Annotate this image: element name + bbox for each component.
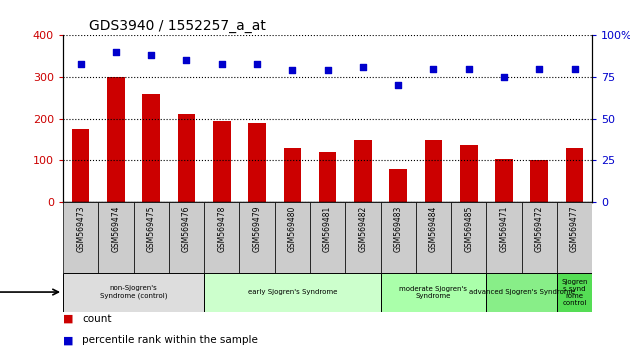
Point bbox=[428, 66, 438, 72]
Bar bbox=[134, 202, 169, 273]
Bar bbox=[213, 121, 231, 202]
Text: Sjogren
s synd
rome
control: Sjogren s synd rome control bbox=[561, 279, 588, 306]
Bar bbox=[310, 202, 345, 273]
Bar bbox=[381, 202, 416, 273]
Text: percentile rank within the sample: percentile rank within the sample bbox=[82, 335, 258, 346]
Bar bbox=[557, 273, 592, 312]
Point bbox=[217, 61, 227, 67]
Point bbox=[534, 66, 544, 72]
Bar bbox=[204, 273, 381, 312]
Bar bbox=[354, 140, 372, 202]
Bar bbox=[530, 160, 548, 202]
Point bbox=[252, 61, 262, 67]
Point bbox=[146, 52, 156, 58]
Text: GSM569479: GSM569479 bbox=[253, 205, 261, 252]
Bar bbox=[178, 114, 195, 202]
Bar bbox=[319, 152, 336, 202]
Text: GSM569483: GSM569483 bbox=[394, 205, 403, 252]
Text: GSM569485: GSM569485 bbox=[464, 205, 473, 252]
Bar bbox=[389, 169, 407, 202]
Point bbox=[464, 66, 474, 72]
Bar bbox=[107, 77, 125, 202]
Point bbox=[323, 68, 333, 73]
Text: GSM569480: GSM569480 bbox=[288, 205, 297, 252]
Point bbox=[358, 64, 368, 70]
Bar bbox=[63, 202, 98, 273]
Bar bbox=[451, 202, 486, 273]
Bar bbox=[142, 93, 160, 202]
Point bbox=[393, 82, 403, 88]
Bar bbox=[486, 273, 557, 312]
Text: GSM569473: GSM569473 bbox=[76, 205, 85, 252]
Text: ■: ■ bbox=[63, 314, 74, 324]
Text: GSM569477: GSM569477 bbox=[570, 205, 579, 252]
Text: GSM569482: GSM569482 bbox=[358, 205, 367, 252]
Text: GSM569478: GSM569478 bbox=[217, 205, 226, 252]
Bar bbox=[522, 202, 557, 273]
Text: moderate Sjogren's
Syndrome: moderate Sjogren's Syndrome bbox=[399, 286, 467, 298]
Text: GSM569475: GSM569475 bbox=[147, 205, 156, 252]
Text: early Sjogren's Syndrome: early Sjogren's Syndrome bbox=[248, 289, 337, 295]
Bar bbox=[416, 202, 451, 273]
Text: GSM569472: GSM569472 bbox=[535, 205, 544, 252]
Text: GSM569471: GSM569471 bbox=[500, 205, 508, 252]
Bar bbox=[425, 140, 442, 202]
Point bbox=[570, 66, 580, 72]
Point bbox=[287, 68, 297, 73]
Point bbox=[76, 61, 86, 67]
Text: GDS3940 / 1552257_a_at: GDS3940 / 1552257_a_at bbox=[89, 19, 266, 33]
Text: non-Sjogren's
Syndrome (control): non-Sjogren's Syndrome (control) bbox=[100, 285, 168, 299]
Bar bbox=[63, 273, 204, 312]
Bar bbox=[239, 202, 275, 273]
Bar bbox=[169, 202, 204, 273]
Bar bbox=[345, 202, 381, 273]
Bar bbox=[72, 129, 89, 202]
Text: ■: ■ bbox=[63, 335, 74, 346]
Bar bbox=[557, 202, 592, 273]
Point bbox=[181, 57, 192, 63]
Bar bbox=[248, 123, 266, 202]
Bar bbox=[284, 148, 301, 202]
Text: GSM569484: GSM569484 bbox=[429, 205, 438, 252]
Text: GSM569481: GSM569481 bbox=[323, 205, 332, 252]
Bar bbox=[98, 202, 134, 273]
Text: advanced Sjogren's Syndrome: advanced Sjogren's Syndrome bbox=[469, 289, 575, 295]
Text: count: count bbox=[82, 314, 112, 324]
Bar bbox=[566, 148, 583, 202]
Point bbox=[111, 49, 121, 55]
Text: GSM569474: GSM569474 bbox=[112, 205, 120, 252]
Text: GSM569476: GSM569476 bbox=[182, 205, 191, 252]
Bar bbox=[204, 202, 239, 273]
Bar bbox=[460, 145, 478, 202]
Bar bbox=[381, 273, 486, 312]
Bar bbox=[495, 159, 513, 202]
Point bbox=[499, 74, 509, 80]
Bar bbox=[486, 202, 522, 273]
Bar bbox=[275, 202, 310, 273]
